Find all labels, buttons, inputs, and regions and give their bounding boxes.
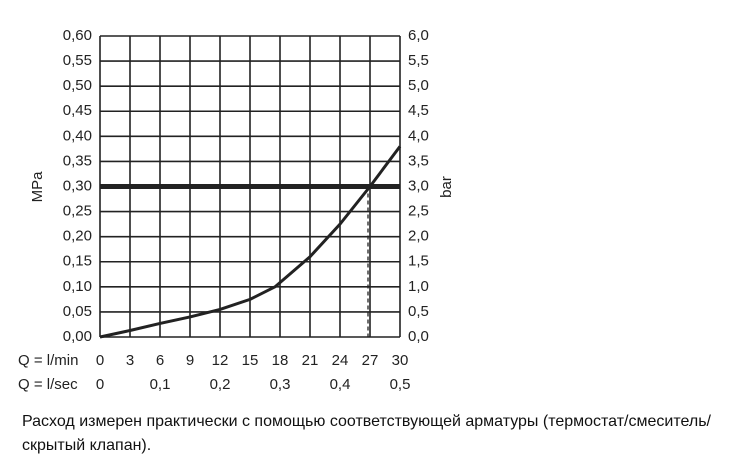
x-tick-label: 9 xyxy=(186,352,194,369)
y-tick-label: 0,45 xyxy=(63,102,92,119)
x-tick-label: 0 xyxy=(96,352,104,369)
x-tick-label: 24 xyxy=(332,352,349,369)
y2-tick-label: 0,0 xyxy=(408,328,429,345)
y2-tick-label: 2,5 xyxy=(408,203,429,220)
y2-tick-label: 5,5 xyxy=(408,52,429,69)
x-axis-title: Q = l/min xyxy=(18,352,78,369)
y2-tick-label: 3,0 xyxy=(408,177,429,194)
y2-tick-label: 1,5 xyxy=(408,253,429,270)
chart: MPa bar Q = l/min Q = l/sec 0,000,050,10… xyxy=(18,27,455,393)
y-tick-label: 0,20 xyxy=(63,228,92,245)
x-tick-label: 6 xyxy=(156,352,164,369)
x2-tick-label: 0 xyxy=(96,376,104,393)
x2-tick-label: 0,3 xyxy=(270,376,291,393)
x-tick-label: 18 xyxy=(272,352,289,369)
x2-tick-label: 0,2 xyxy=(210,376,231,393)
y-tick-label: 0,55 xyxy=(63,52,92,69)
y2-tick-label: 1,0 xyxy=(408,278,429,295)
y-tick-label: 0,00 xyxy=(63,328,92,345)
x-tick-label: 21 xyxy=(302,352,319,369)
y2-tick-label: 0,5 xyxy=(408,303,429,320)
y-tick-label: 0,10 xyxy=(63,278,92,295)
y2-tick-label: 4,0 xyxy=(408,127,429,144)
y-tick-label: 0,35 xyxy=(63,152,92,169)
x-tick-label: 15 xyxy=(242,352,259,369)
x-tick-label: 3 xyxy=(126,352,134,369)
y2-tick-label: 5,0 xyxy=(408,77,429,94)
x2-tick-label: 0,5 xyxy=(390,376,411,393)
x-tick-label: 27 xyxy=(362,352,379,369)
x-tick-label: 12 xyxy=(212,352,229,369)
x2-tick-label: 0,1 xyxy=(150,376,171,393)
y2-tick-label: 3,5 xyxy=(408,152,429,169)
y-tick-label: 0,25 xyxy=(63,203,92,220)
y2-tick-label: 4,5 xyxy=(408,102,429,119)
y-tick-label: 0,60 xyxy=(63,27,92,44)
x2-axis-title: Q = l/sec xyxy=(18,376,78,393)
y2-axis-title: bar xyxy=(438,176,455,198)
y2-tick-label: 6,0 xyxy=(408,27,429,44)
y-tick-label: 0,15 xyxy=(63,253,92,270)
y-tick-label: 0,30 xyxy=(63,177,92,194)
x-tick-label: 30 xyxy=(392,352,409,369)
y-tick-label: 0,50 xyxy=(63,77,92,94)
y2-tick-label: 2,0 xyxy=(408,228,429,245)
y-tick-label: 0,40 xyxy=(63,127,92,144)
x2-tick-label: 0,4 xyxy=(330,376,351,393)
line xyxy=(99,145,402,339)
y-tick-label: 0,05 xyxy=(63,303,92,320)
y-axis-title: MPa xyxy=(29,171,46,203)
caption: Расход измерен практически с помощью соо… xyxy=(22,413,711,454)
